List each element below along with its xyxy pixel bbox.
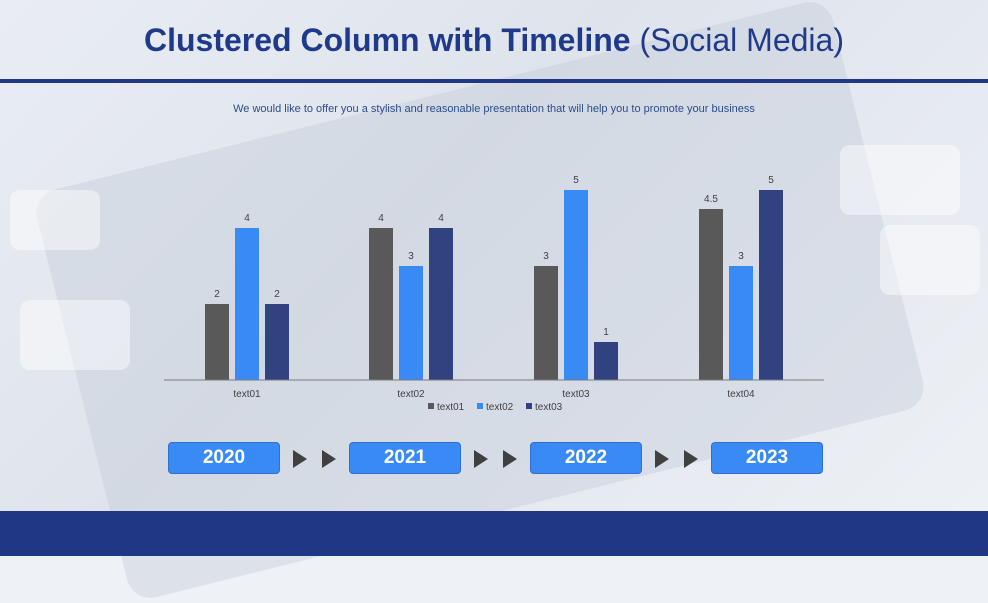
- arrow-right-icon: [474, 450, 488, 468]
- category-label-text02: text02: [397, 389, 425, 400]
- data-label-text02-text03: 5: [573, 175, 579, 186]
- arrow-right-icon: [293, 450, 307, 468]
- category-label-text01: text01: [233, 389, 261, 400]
- bar-text02-text02: [399, 266, 423, 380]
- arrow-right-icon: [322, 450, 336, 468]
- page-subtitle: We would like to offer you a stylish and…: [233, 103, 755, 115]
- data-label-text03-text01: 2: [274, 289, 280, 300]
- data-label-text03-text04: 5: [768, 175, 774, 186]
- background-key-shape: [20, 300, 130, 370]
- data-label-text01-text04: 4.5: [704, 194, 718, 205]
- legend-label-text01: text01: [437, 402, 465, 413]
- arrow-right-icon: [503, 450, 517, 468]
- background-key-shape: [840, 145, 960, 215]
- data-label-text01-text02: 4: [378, 213, 384, 224]
- data-label-text02-text04: 3: [738, 251, 744, 262]
- legend-label-text02: text02: [486, 402, 514, 413]
- category-label-text03: text03: [562, 389, 590, 400]
- bar-text01-text02: [369, 228, 393, 380]
- bar-text03-text04: [759, 190, 783, 380]
- arrow-right-icon: [684, 450, 698, 468]
- page-title-light: (Social Media): [639, 22, 844, 58]
- legend-swatch-text02: [477, 403, 483, 409]
- timeline-year-2022[interactable]: 2022: [530, 442, 642, 474]
- timeline-year-2020[interactable]: 2020: [168, 442, 280, 474]
- legend-label-text03: text03: [535, 402, 563, 413]
- bar-text03-text01: [265, 304, 289, 380]
- chart-data-labels: 2 4 2 4 3 4 3 5 1 4.5 3 5: [214, 175, 774, 338]
- bar-text01-text03: [534, 266, 558, 380]
- data-label-text01-text03: 3: [543, 251, 549, 262]
- timeline-year-2023[interactable]: 2023: [711, 442, 823, 474]
- data-label-text02-text02: 3: [408, 251, 414, 262]
- chart-bars: [205, 190, 783, 380]
- timeline-year-2021[interactable]: 2021: [349, 442, 461, 474]
- background-key-shape: [10, 190, 100, 250]
- timeline: 2020 2021 2022 2023: [0, 442, 988, 474]
- bar-text02-text01: [235, 228, 259, 380]
- legend-swatch-text01: [428, 403, 434, 409]
- page-title: Clustered Column with Timeline (Social M…: [0, 22, 988, 59]
- data-label-text03-text02: 4: [438, 213, 444, 224]
- bar-text02-text04: [729, 266, 753, 380]
- legend-swatch-text03: [526, 403, 532, 409]
- bar-text01-text04: [699, 209, 723, 380]
- bar-text02-text03: [564, 190, 588, 380]
- background-key-shape: [880, 225, 980, 295]
- data-label-text03-text03: 1: [603, 327, 609, 338]
- page-title-bold: Clustered Column with Timeline: [144, 22, 631, 58]
- chart-category-labels: text01 text02 text03 text04: [233, 389, 755, 400]
- bar-text01-text01: [205, 304, 229, 380]
- bar-text03-text02: [429, 228, 453, 380]
- arrow-right-icon: [655, 450, 669, 468]
- footer-bar: [0, 511, 988, 556]
- chart-legend: text01 text02 text03: [428, 402, 563, 413]
- data-label-text02-text01: 4: [244, 213, 250, 224]
- data-label-text01-text01: 2: [214, 289, 220, 300]
- bar-text03-text03: [594, 342, 618, 380]
- category-label-text04: text04: [727, 389, 755, 400]
- title-divider: [0, 79, 988, 83]
